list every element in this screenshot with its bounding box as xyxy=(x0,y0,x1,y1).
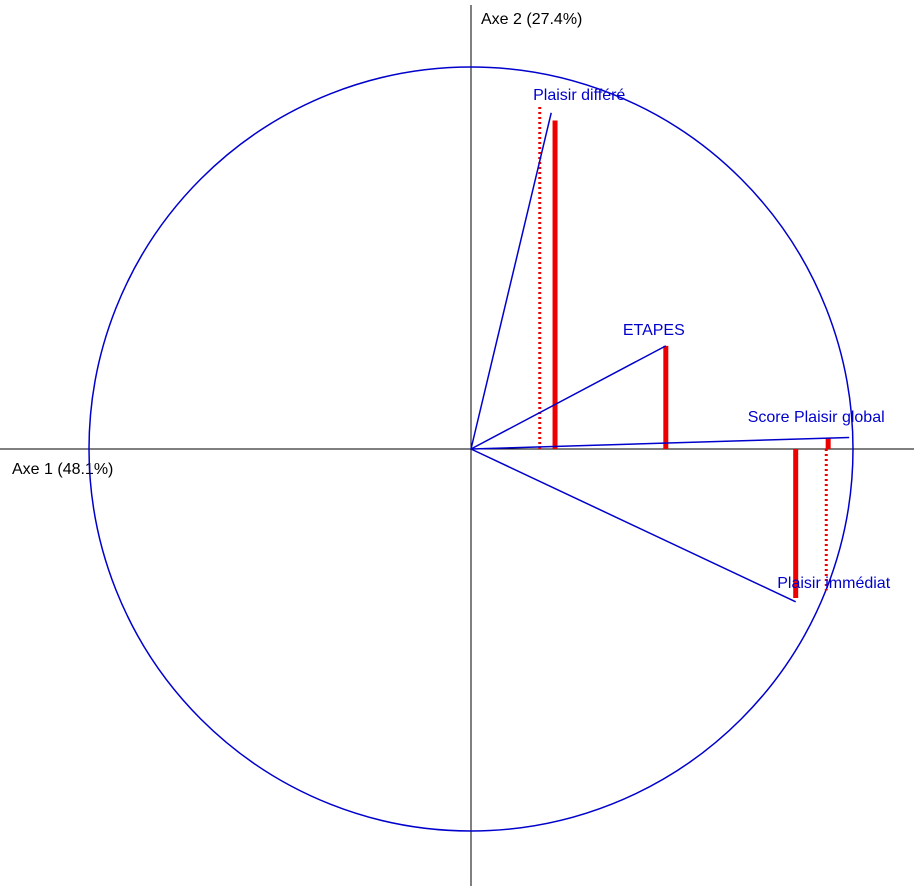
variable-vector xyxy=(470,436,850,450)
variable-vector xyxy=(470,345,667,450)
variable-label: Plaisir différé xyxy=(533,87,625,104)
variable-vector xyxy=(470,112,552,450)
variable-label: Score Plaisir global xyxy=(748,409,885,426)
x-axis-label: Axe 1 (48.1%) xyxy=(12,461,113,478)
variable-label: Plaisir immédiat xyxy=(777,575,890,592)
y-axis-label: Axe 2 (27.4%) xyxy=(481,11,582,28)
unit-circle xyxy=(88,66,854,832)
variable-vector xyxy=(470,448,797,603)
variable-label: ETAPES xyxy=(623,322,685,339)
